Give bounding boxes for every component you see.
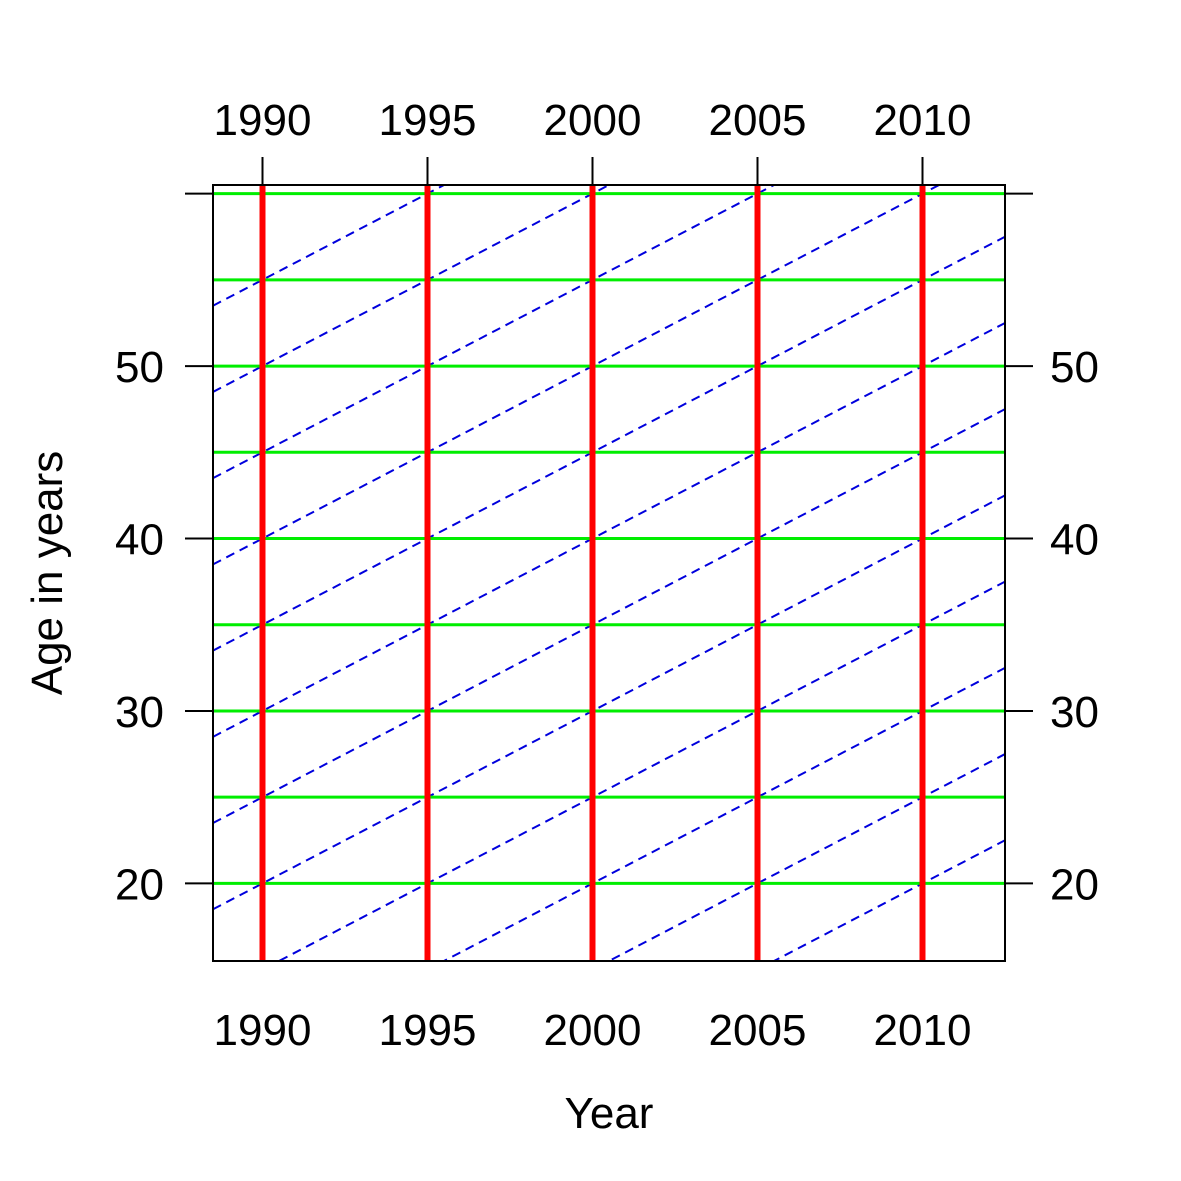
y-tick-label: 20 [115,860,164,909]
y-tick-label: 30 [115,688,164,737]
x-tick-label: 2005 [709,1006,807,1055]
plot-frame [212,184,1006,962]
y-tick-label: 40 [115,516,164,565]
x-tick-label: 1990 [214,1006,312,1055]
x-top-tick-label: 1990 [214,96,312,145]
axes: 1990 1990 1995 1995 2000 2000 2005 2005 2010 2010… [115,96,1099,1055]
y-right-tick-label: 40 [1050,516,1099,565]
x-top-tick-label: 2000 [544,96,642,145]
year-lines [259,185,926,961]
cohort-line [213,185,447,307]
cohort-line [213,235,1005,652]
x-tick-label: 2010 [874,1006,972,1055]
cohort-line [276,580,1005,961]
y-right-tick-label: 20 [1050,860,1099,909]
cohort-line [213,408,1005,824]
cohort-lines [213,185,1005,961]
cohort-line [213,185,942,566]
cohort-line [213,322,1005,738]
y-right-tick-label: 30 [1050,688,1099,737]
age-lines [213,192,1005,885]
x-tick-label: 1995 [379,1006,477,1055]
x-top-tick-label: 1995 [379,96,477,145]
x-top-tick-label: 2005 [709,96,807,145]
x-top-tick-label: 2010 [874,96,972,145]
y-right-tick-label: 50 [1050,343,1099,392]
cohort-line [213,185,612,393]
x-tick-label: 2000 [544,1006,642,1055]
cohort-line [213,494,1005,911]
y-tick-label: 50 [115,343,164,392]
y-axis-title: Age in years [23,451,72,696]
x-axis-title: Year [565,1089,654,1138]
